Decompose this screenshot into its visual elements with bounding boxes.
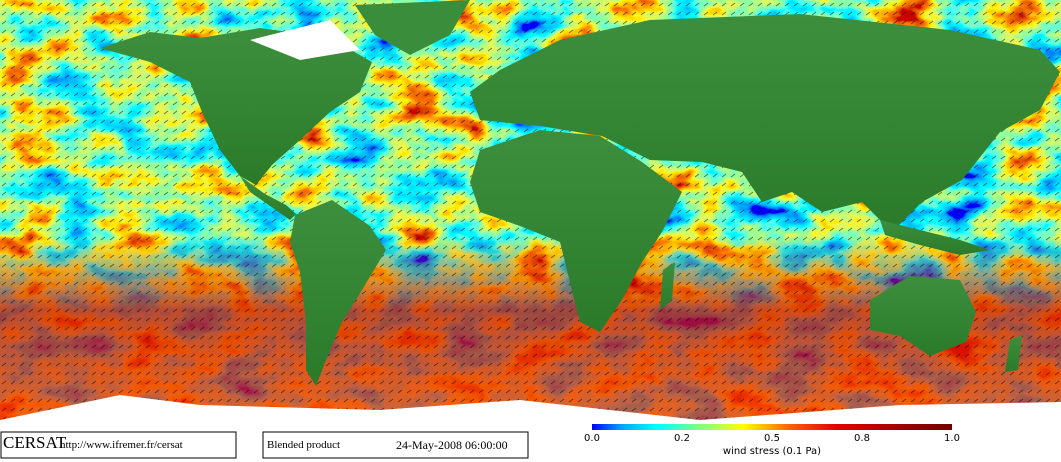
map	[0, 0, 1061, 430]
footer: CERSAT http://www.ifremer.fr/cersat Blen…	[0, 424, 1061, 462]
product-box	[262, 431, 529, 459]
greenland	[355, 0, 470, 55]
south-america	[290, 200, 386, 386]
url: http://www.ifremer.fr/cersat	[60, 439, 183, 451]
colorbar-tick-label: 1.0	[944, 433, 960, 444]
antarctica	[0, 395, 1061, 430]
colorbar-tick-label: 0.0	[584, 433, 600, 444]
madagascar	[660, 262, 675, 310]
colorbar	[592, 424, 952, 430]
indonesia	[880, 220, 990, 255]
ice	[0, 20, 1061, 430]
eurasia	[470, 14, 1060, 232]
timestamp: 24-May-2008 06:00:00	[396, 438, 508, 452]
logo-box	[0, 431, 237, 459]
colorbar-label: wind stress (0.1 Pa)	[723, 446, 821, 457]
colorbar-tick-label: 0.5	[764, 433, 780, 444]
colorbar-tick-label: 0.2	[674, 433, 690, 444]
australia	[870, 276, 976, 356]
colorbar-tick-label: 0.8	[854, 433, 870, 444]
arctic-ice	[250, 20, 360, 60]
product: Blended product	[267, 439, 340, 451]
central-america	[240, 176, 296, 220]
continents	[100, 0, 1060, 386]
north-america	[100, 28, 372, 185]
colorbar-ticks: 0.0 0.2 0.5 0.8 1.0	[584, 433, 960, 444]
logo: CERSAT	[3, 433, 67, 452]
africa	[470, 130, 682, 332]
new-zealand	[1005, 335, 1022, 372]
